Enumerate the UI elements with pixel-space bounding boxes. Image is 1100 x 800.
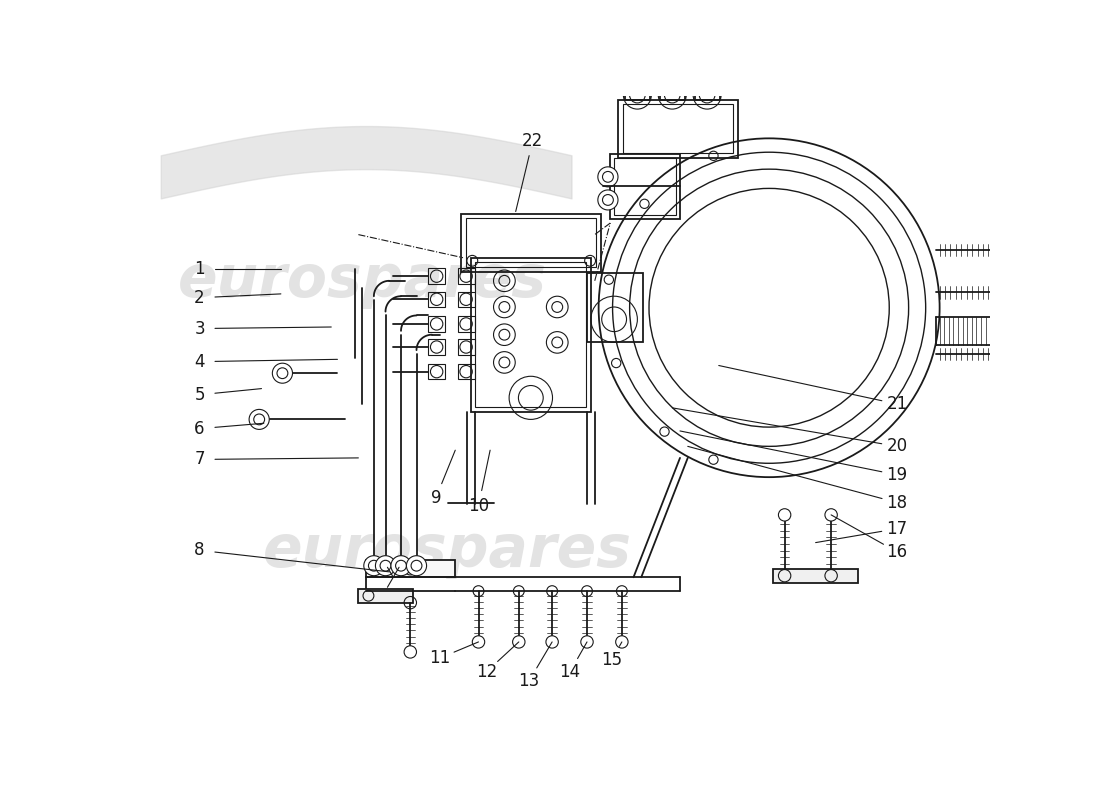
Bar <box>458 364 474 379</box>
Circle shape <box>472 636 485 648</box>
Circle shape <box>581 636 593 648</box>
Bar <box>458 269 474 284</box>
Circle shape <box>597 190 618 210</box>
Text: 10: 10 <box>468 497 490 514</box>
Circle shape <box>406 556 427 576</box>
Text: 21: 21 <box>887 395 907 413</box>
Bar <box>428 269 446 284</box>
Bar <box>623 105 734 153</box>
Bar <box>773 569 858 582</box>
Text: 3: 3 <box>195 319 205 338</box>
Circle shape <box>513 636 525 648</box>
Circle shape <box>390 556 411 576</box>
Bar <box>458 316 474 332</box>
Circle shape <box>603 194 614 206</box>
Text: 9: 9 <box>430 489 441 507</box>
Circle shape <box>603 171 614 182</box>
Bar <box>618 100 738 158</box>
Text: 13: 13 <box>518 672 539 690</box>
Bar <box>610 154 680 219</box>
Text: 7: 7 <box>195 450 205 469</box>
Circle shape <box>616 636 628 648</box>
Text: 17: 17 <box>887 520 907 538</box>
Bar <box>660 83 684 100</box>
Text: 15: 15 <box>602 650 623 669</box>
Bar <box>458 291 474 307</box>
Bar <box>475 262 586 407</box>
Circle shape <box>273 363 293 383</box>
Text: 18: 18 <box>887 494 907 511</box>
Bar <box>462 214 601 271</box>
Text: eurospares: eurospares <box>263 522 632 579</box>
Bar <box>428 291 446 307</box>
Text: 1: 1 <box>195 260 205 278</box>
Circle shape <box>999 317 1027 345</box>
Bar <box>458 339 474 354</box>
Bar <box>428 316 446 332</box>
Text: 11: 11 <box>429 649 450 667</box>
Text: 6: 6 <box>195 420 205 438</box>
Circle shape <box>992 243 1007 257</box>
Bar <box>359 589 412 602</box>
Bar <box>428 364 446 379</box>
Circle shape <box>364 556 384 576</box>
Circle shape <box>992 286 1007 299</box>
Text: 19: 19 <box>887 466 907 484</box>
Bar <box>625 83 650 100</box>
Text: 22: 22 <box>522 132 543 150</box>
Circle shape <box>992 347 1007 361</box>
Bar <box>471 258 591 412</box>
Text: 4: 4 <box>195 353 205 370</box>
Circle shape <box>546 636 559 648</box>
Text: 8: 8 <box>195 542 205 559</box>
Circle shape <box>597 167 618 187</box>
Text: 20: 20 <box>887 438 907 455</box>
Circle shape <box>1006 325 1020 337</box>
Bar <box>466 218 596 267</box>
Circle shape <box>779 509 791 521</box>
Text: 14: 14 <box>560 663 581 681</box>
Bar <box>366 560 455 578</box>
Circle shape <box>375 556 396 576</box>
Text: 12: 12 <box>475 663 497 681</box>
Bar <box>695 83 719 100</box>
Circle shape <box>404 646 417 658</box>
Circle shape <box>825 509 837 521</box>
Bar <box>587 273 642 342</box>
Bar <box>428 339 446 354</box>
Text: eurospares: eurospares <box>178 252 547 310</box>
Bar <box>614 158 676 215</box>
Text: 16: 16 <box>887 543 907 561</box>
Circle shape <box>249 410 270 430</box>
Text: 5: 5 <box>195 386 205 404</box>
Text: 2: 2 <box>195 289 205 306</box>
